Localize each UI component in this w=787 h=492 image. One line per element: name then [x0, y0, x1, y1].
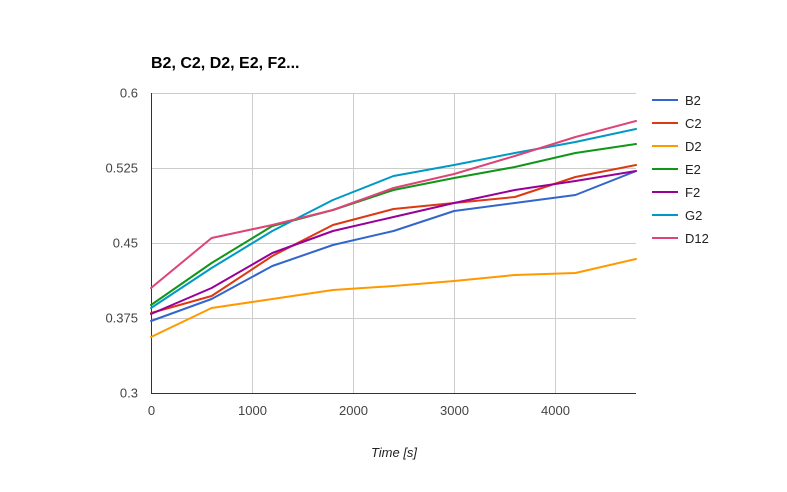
y-tick-label: 0.525 [105, 161, 138, 176]
y-tick-label: 0.45 [113, 236, 138, 251]
legend-label: G2 [685, 208, 702, 223]
legend-label: B2 [685, 93, 701, 108]
tick-labels: 0.3 0.375 0.45 0.525 0.6 0 1000 2000 3000 4000 [105, 86, 570, 419]
legend-item-g2[interactable]: G2 [652, 208, 702, 223]
legend-item-e2[interactable]: E2 [652, 162, 701, 177]
legend-item-d2[interactable]: D2 [652, 139, 702, 154]
legend-item-d12[interactable]: D12 [652, 231, 709, 246]
series-line-b2 [150, 170, 637, 322]
legend[interactable]: B2 C2 D2 E2 F2 G2 D12 [652, 93, 709, 246]
x-tick-label: 0 [148, 403, 155, 418]
legend-item-c2[interactable]: C2 [652, 116, 702, 131]
y-tick-label: 0.6 [120, 86, 138, 101]
grid [151, 93, 636, 394]
series-line-e2 [150, 143, 637, 306]
series-line-f2 [150, 170, 637, 315]
series-lines [150, 120, 637, 338]
legend-item-f2[interactable]: F2 [652, 185, 700, 200]
chart-title: B2, C2, D2, E2, F2... [151, 55, 300, 72]
x-axis-label: Time [s] [371, 445, 417, 460]
x-tick-label: 1000 [238, 403, 267, 418]
x-tick-label: 3000 [440, 403, 469, 418]
x-tick-label: 4000 [541, 403, 570, 418]
legend-label: D12 [685, 231, 709, 246]
axes [151, 93, 636, 394]
legend-item-b2[interactable]: B2 [652, 93, 701, 108]
series-line-d2 [150, 258, 637, 338]
legend-label: E2 [685, 162, 701, 177]
legend-label: D2 [685, 139, 702, 154]
y-tick-label: 0.375 [105, 311, 138, 326]
legend-label: C2 [685, 116, 702, 131]
x-tick-label: 2000 [339, 403, 368, 418]
legend-label: F2 [685, 185, 700, 200]
series-line-g2 [150, 128, 637, 309]
series-line-d12 [150, 120, 637, 289]
y-tick-label: 0.3 [120, 386, 138, 401]
